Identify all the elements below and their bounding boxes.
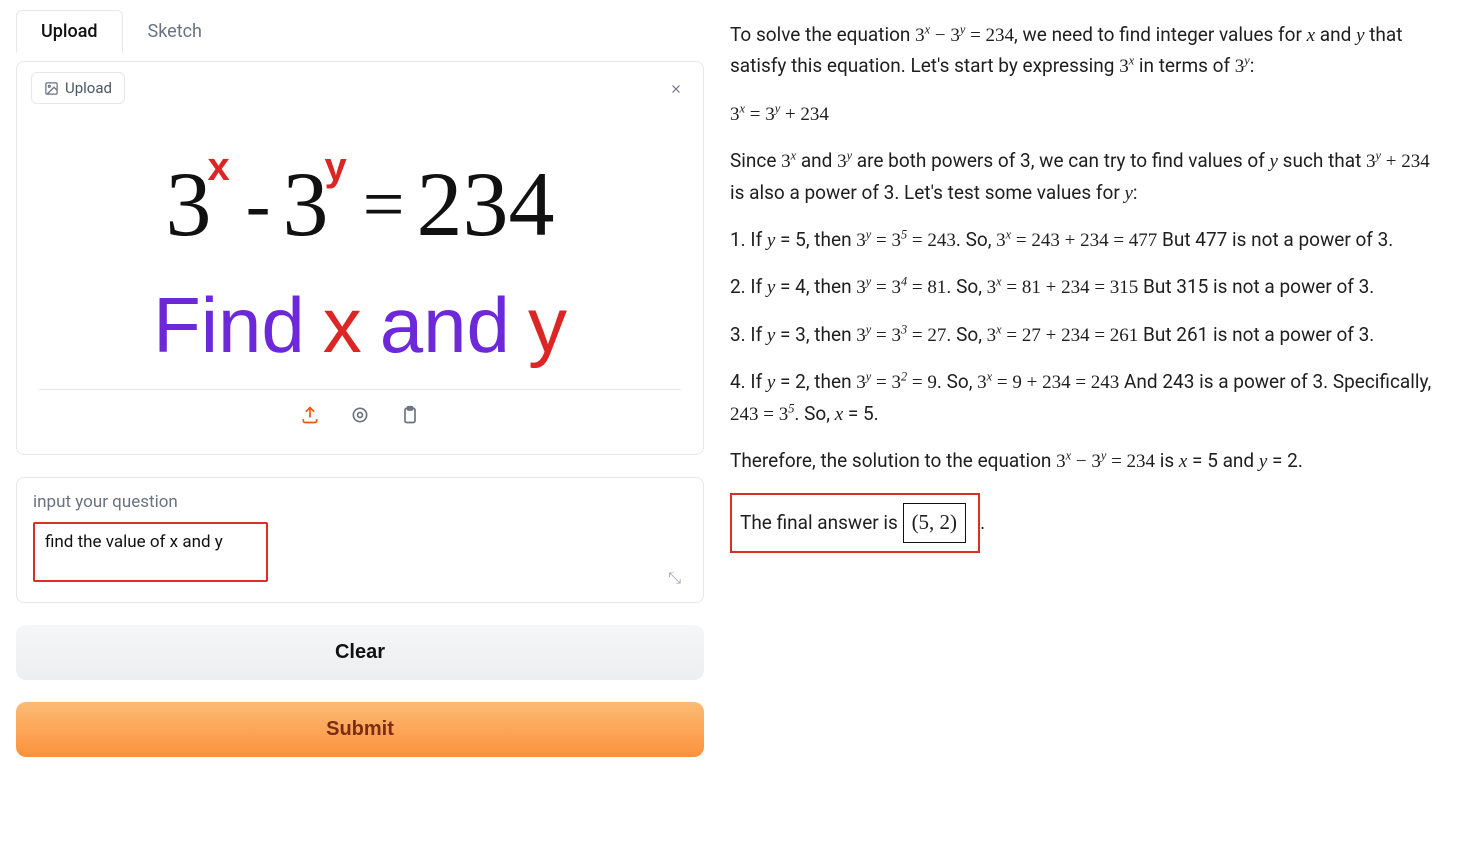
- question-input[interactable]: [33, 522, 268, 582]
- solution-final: The final answer is (5, 2) .: [730, 493, 1447, 553]
- equation-row: 3 x - 3 y = 234: [39, 110, 681, 250]
- upload-card: Upload 3 x - 3 y = 234 Find x and y: [16, 61, 704, 455]
- find-row: Find x and y: [39, 280, 681, 371]
- solution-strategy: Since 3x and 3y are both powers of 3, we…: [730, 146, 1447, 209]
- question-card: input your question ⤡: [16, 477, 704, 603]
- tab-bar: Upload Sketch: [16, 10, 704, 53]
- divider: [39, 389, 681, 390]
- solution-panel: To solve the equation 3x − 3y = 234, we …: [720, 0, 1477, 865]
- eq-sup-x: x: [208, 145, 230, 190]
- upload-chip[interactable]: Upload: [31, 72, 125, 104]
- upload-icon[interactable]: [299, 404, 321, 426]
- solution-step-2: 2. If y = 4, then 3y = 34 = 81. So, 3x =…: [730, 272, 1447, 303]
- eq-base-1: 3: [166, 158, 212, 250]
- resize-handle-icon: ⤡: [668, 568, 681, 588]
- left-panel: Upload Sketch Upload 3 x - 3 y = 234 Fin…: [0, 0, 720, 865]
- tab-sketch[interactable]: Sketch: [123, 10, 227, 53]
- solution-step-1: 1. If y = 5, then 3y = 35 = 243. So, 3x …: [730, 225, 1447, 256]
- find-and: and: [380, 280, 510, 371]
- clear-button[interactable]: Clear: [16, 625, 704, 680]
- eq-base-2: 3: [282, 158, 328, 250]
- upload-chip-label: Upload: [65, 79, 112, 97]
- eq-equals: =: [363, 168, 405, 242]
- tab-upload[interactable]: Upload: [16, 10, 123, 53]
- clipboard-icon[interactable]: [399, 404, 421, 426]
- close-icon[interactable]: [663, 76, 689, 102]
- submit-button[interactable]: Submit: [16, 702, 704, 757]
- upload-actions: [39, 400, 681, 430]
- solution-rewrite: 3x = 3y + 234: [730, 99, 1447, 130]
- solution-intro: To solve the equation 3x − 3y = 234, we …: [730, 20, 1447, 83]
- find-x: x: [323, 280, 362, 371]
- solution-therefore: Therefore, the solution to the equation …: [730, 446, 1447, 477]
- final-label: The final answer is: [740, 511, 903, 534]
- question-label: input your question: [33, 492, 687, 512]
- camera-icon[interactable]: [349, 404, 371, 426]
- find-word: Find: [153, 280, 305, 371]
- final-answer-box: (5, 2): [903, 503, 967, 543]
- image-icon: [44, 81, 59, 96]
- final-period: .: [980, 511, 985, 534]
- final-answer-highlight: The final answer is (5, 2): [730, 493, 980, 553]
- solution-step-3: 3. If y = 3, then 3y = 33 = 27. So, 3x =…: [730, 320, 1447, 351]
- eq-sup-y: y: [324, 145, 346, 190]
- find-y: y: [528, 280, 567, 371]
- eq-rhs: 234: [416, 158, 554, 250]
- eq-minus: -: [246, 168, 271, 242]
- uploaded-equation-image: 3 x - 3 y = 234 Find x and y: [31, 110, 689, 440]
- solution-step-4: 4. If y = 2, then 3y = 32 = 9. So, 3x = …: [730, 367, 1447, 430]
